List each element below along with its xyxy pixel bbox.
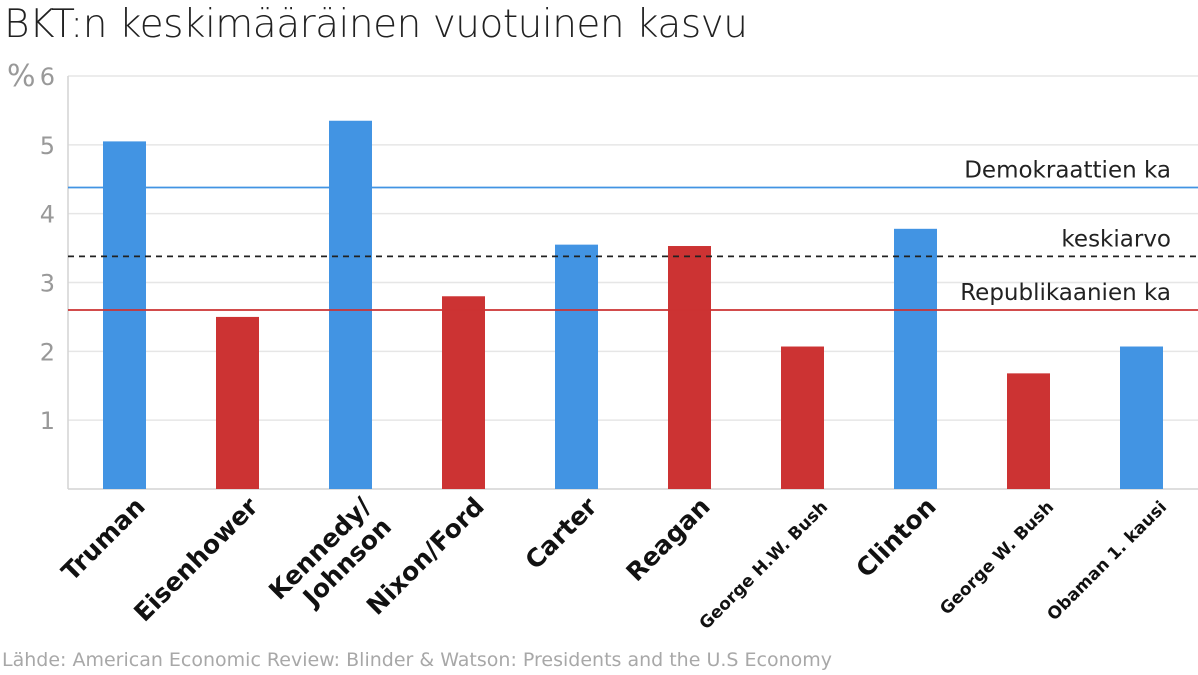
reference-lines: Demokraattien ka keskiarvo Republikaanien … [68,158,1198,311]
bar-truman [103,141,146,489]
bar-george-w-bush [1007,373,1050,489]
bar-eisenhower [216,316,259,489]
reference-line-label: keskiarvo [1061,226,1171,252]
bar-clinton [894,228,937,489]
bar-george-h-w-bush [781,346,824,489]
x-tick-label: Carter [519,491,603,575]
bar-nixon-ford [442,296,485,489]
y-tick-label: 5 [40,132,55,160]
bar-carter [555,244,598,489]
x-tick-label: Truman [56,492,151,587]
x-tick-label: George W. Bush [936,497,1058,619]
bar-obaman-1-kausi [1120,346,1163,489]
x-tick-label: Reagan [621,492,716,587]
y-axis-unit: % [7,59,36,94]
source-note: Lähde: American Economic Review: Blinder… [2,649,832,671]
y-tick-label: 1 [40,407,55,435]
y-tick-label: 3 [40,270,55,298]
bars [103,120,1163,489]
y-tick-label: 6 [40,63,55,91]
reference-line-label: Demokraattien ka [964,158,1171,184]
x-tick-label: George H.W. Bush [696,497,832,633]
y-tick-label: 2 [40,338,55,366]
x-tick-label: Nixon/Ford [361,492,490,621]
x-tick-label: Clinton [850,492,941,583]
bar-kennedy-johnson [329,120,372,489]
x-tick-label: Obaman 1. kausi [1044,497,1172,625]
chart-title: BKT:n keskimääräinen vuotuinen kasvu [4,2,748,47]
reference-line-label: Republikaanien ka [960,280,1171,306]
bar-reagan [668,246,711,489]
y-tick-label: 4 [40,201,55,229]
